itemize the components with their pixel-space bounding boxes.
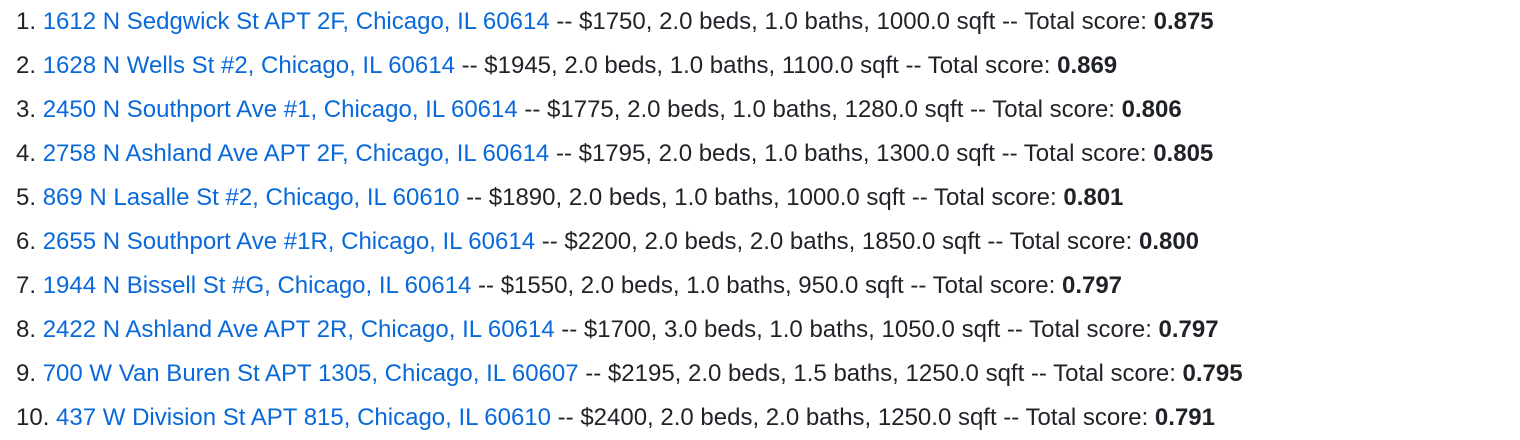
- listing-item-1: 1. 1612 N Sedgwick St APT 2F, Chicago, I…: [16, 0, 1520, 44]
- listing-item-3: 3. 2450 N Southport Ave #1, Chicago, IL …: [16, 88, 1520, 132]
- total-score: 0.801: [1063, 184, 1124, 211]
- listing-item-6: 6. 2655 N Southport Ave #1R, Chicago, IL…: [16, 220, 1520, 264]
- listing-item-9: 9. 700 W Van Buren St APT 1305, Chicago,…: [16, 352, 1520, 396]
- listing-item-2: 2. 1628 N Wells St #2, Chicago, IL 60614…: [16, 44, 1520, 88]
- address-link[interactable]: 700 W Van Buren St APT 1305, Chicago, IL…: [42, 360, 579, 387]
- address-link[interactable]: 2422 N Ashland Ave APT 2R, Chicago, IL 6…: [42, 316, 555, 343]
- address-link[interactable]: 869 N Lasalle St #2, Chicago, IL 60610: [42, 184, 460, 211]
- item-details: -- $1550, 2.0 beds, 1.0 baths, 950.0 sqf…: [471, 272, 1062, 299]
- item-details: -- $2195, 2.0 beds, 1.5 baths, 1250.0 sq…: [578, 360, 1183, 387]
- address-link[interactable]: 437 W Division St APT 815, Chicago, IL 6…: [56, 404, 551, 431]
- item-number: 5.: [16, 184, 37, 211]
- item-details: -- $2400, 2.0 beds, 2.0 baths, 1250.0 sq…: [551, 404, 1155, 431]
- item-details: -- $1700, 3.0 beds, 1.0 baths, 1050.0 sq…: [554, 316, 1159, 343]
- address-link[interactable]: 1628 N Wells St #2, Chicago, IL 60614: [42, 52, 455, 79]
- address-link[interactable]: 2450 N Southport Ave #1, Chicago, IL 606…: [42, 96, 518, 123]
- address-link[interactable]: 1612 N Sedgwick St APT 2F, Chicago, IL 6…: [42, 8, 550, 35]
- item-number: 6.: [16, 228, 37, 255]
- total-score: 0.797: [1061, 272, 1123, 299]
- item-number: 3.: [16, 96, 37, 123]
- total-score: 0.795: [1182, 360, 1243, 387]
- total-score: 0.800: [1138, 228, 1200, 255]
- listing-item-5: 5. 869 N Lasalle St #2, Chicago, IL 6061…: [16, 176, 1520, 220]
- total-score: 0.875: [1153, 8, 1214, 35]
- item-details: -- $1775, 2.0 beds, 1.0 baths, 1280.0 sq…: [517, 96, 1122, 123]
- item-details: -- $2200, 2.0 beds, 2.0 baths, 1850.0 sq…: [535, 228, 1139, 255]
- item-number: 9.: [16, 360, 37, 387]
- total-score: 0.797: [1158, 316, 1219, 343]
- address-link[interactable]: 2655 N Southport Ave #1R, Chicago, IL 60…: [42, 228, 536, 255]
- item-number: 1.: [16, 8, 37, 35]
- total-score: 0.791: [1154, 404, 1215, 431]
- item-number: 8.: [16, 316, 37, 343]
- item-number: 7.: [16, 272, 37, 299]
- item-details: -- $1945, 2.0 beds, 1.0 baths, 1100.0 sq…: [454, 52, 1058, 79]
- listing-item-4: 4. 2758 N Ashland Ave APT 2F, Chicago, I…: [16, 132, 1520, 176]
- item-number: 4.: [16, 140, 37, 167]
- item-details: -- $1795, 2.0 beds, 1.0 baths, 1300.0 sq…: [549, 140, 1154, 167]
- item-number: 10.: [16, 404, 50, 431]
- address-link[interactable]: 1944 N Bissell St #G, Chicago, IL 60614: [42, 272, 472, 299]
- item-details: -- $1750, 2.0 beds, 1.0 baths, 1000.0 sq…: [549, 8, 1154, 35]
- total-score: 0.805: [1153, 140, 1214, 167]
- total-score: 0.806: [1121, 96, 1182, 123]
- address-link[interactable]: 2758 N Ashland Ave APT 2F, Chicago, IL 6…: [42, 140, 550, 167]
- listing-item-10: 10. 437 W Division St APT 815, Chicago, …: [16, 396, 1520, 440]
- listing-item-8: 8. 2422 N Ashland Ave APT 2R, Chicago, I…: [16, 308, 1520, 352]
- listing-item-7: 7. 1944 N Bissell St #G, Chicago, IL 606…: [16, 264, 1520, 308]
- item-number: 2.: [16, 52, 37, 79]
- item-details: -- $1890, 2.0 beds, 1.0 baths, 1000.0 sq…: [459, 184, 1064, 211]
- total-score: 0.869: [1057, 52, 1118, 79]
